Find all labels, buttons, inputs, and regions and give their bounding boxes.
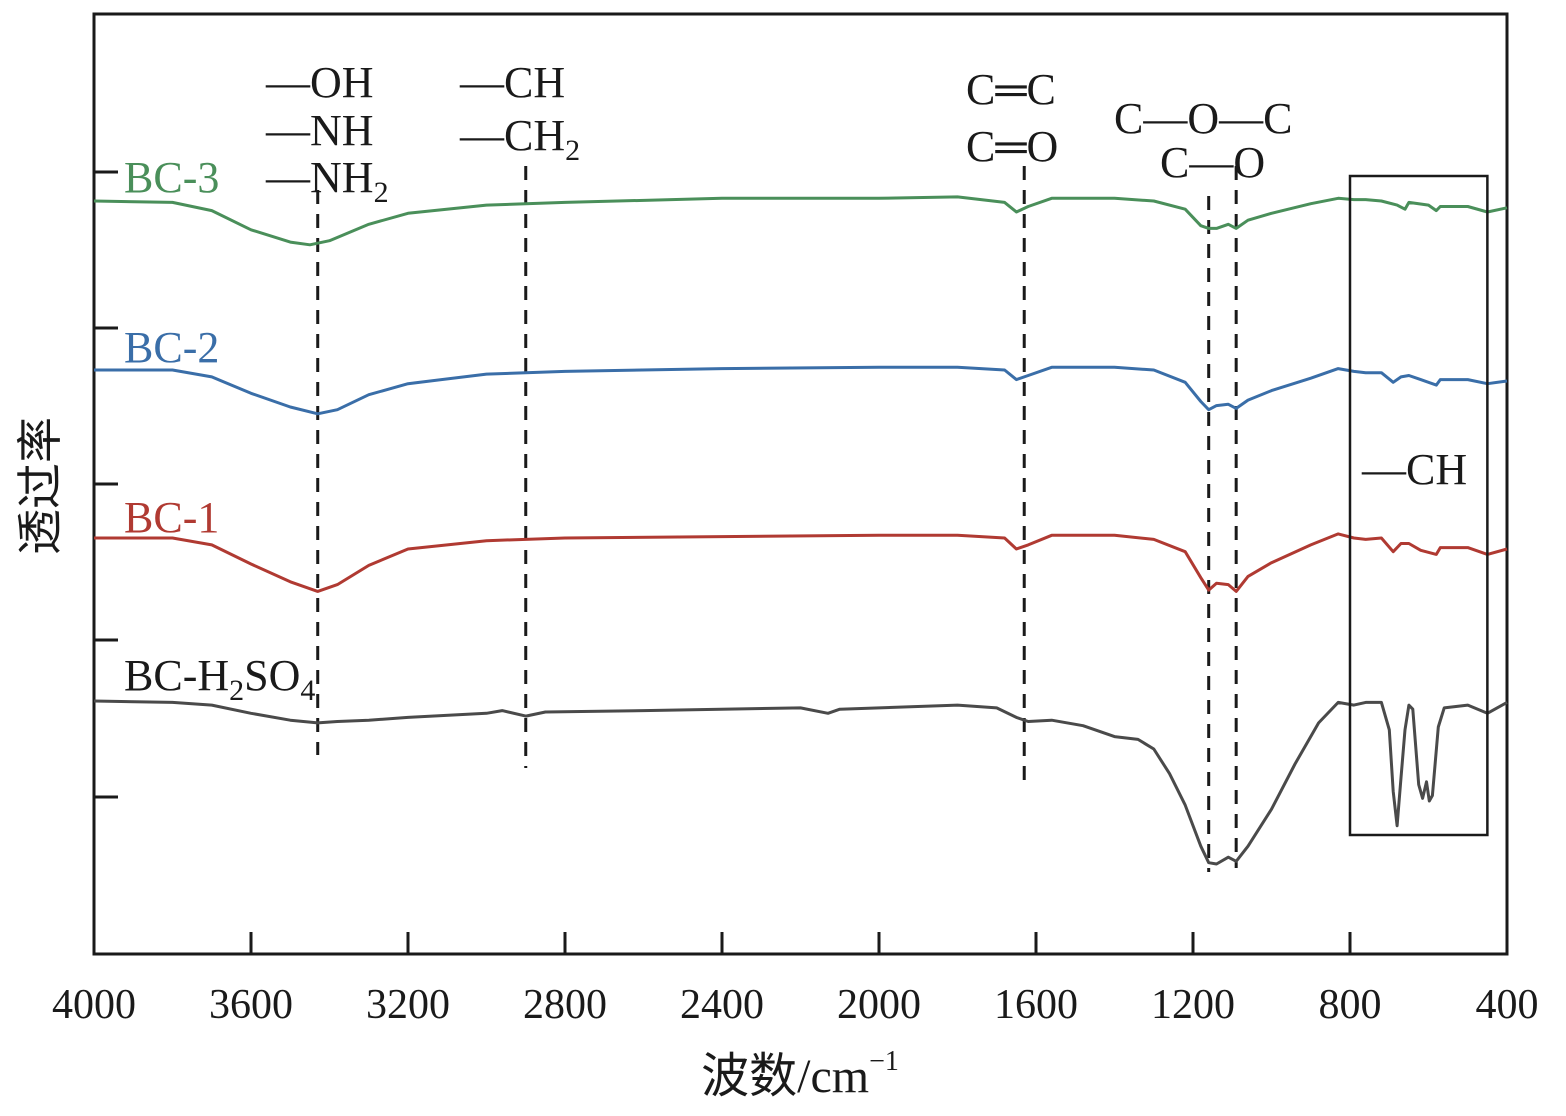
- series-label-bc-3: BC-3: [124, 153, 219, 202]
- x-tick-label: 4000: [52, 982, 136, 1028]
- series-line-bc-2: [94, 365, 1508, 416]
- annotation-ch: —CH: [459, 58, 565, 107]
- annotation-oh: —OH: [265, 58, 374, 107]
- annotation-nh: —NH: [265, 106, 374, 155]
- annotation-c-double-o: C═O: [966, 122, 1058, 171]
- reference-lines: [316, 166, 1238, 872]
- x-axis-label-sup: −1: [869, 1046, 899, 1077]
- annotation-box-ch: —CH: [1361, 445, 1467, 494]
- series-label-bc-1: BC-1: [124, 493, 219, 542]
- annotation-ch2-sub: 2: [565, 134, 580, 167]
- annotation-nh2: —NH2: [265, 153, 389, 209]
- series-label-bc-h2so4: BC-H2SO4: [124, 651, 315, 707]
- series-label-bc-2: BC-2: [124, 323, 219, 372]
- x-tick-label: 800: [1319, 982, 1382, 1028]
- y-axis-label: 透过率: [15, 417, 66, 555]
- x-axis-ticks: 4000 3600 3200 2800 2400 2000 1600 1200 800 400: [52, 932, 1539, 1028]
- series-line-bc-1: [94, 532, 1508, 593]
- annotation-ch2: —CH2: [459, 111, 580, 167]
- x-tick-label: 1200: [1151, 982, 1235, 1028]
- x-tick-label: 3200: [366, 982, 450, 1028]
- series-line-bc-3: [93, 195, 1508, 247]
- annotation-c-o: C—O: [1160, 138, 1265, 187]
- y-axis-ticks: [94, 170, 118, 799]
- annotation-nh2-sub: 2: [374, 176, 389, 209]
- annotation-ch2-main: —CH: [459, 111, 565, 160]
- x-tick-label: 400: [1476, 982, 1539, 1028]
- x-tick-label: 2000: [837, 982, 921, 1028]
- series-lines: [93, 195, 1508, 866]
- x-tick-label: 2400: [680, 982, 764, 1028]
- x-tick-label: 2800: [523, 982, 607, 1028]
- x-axis-label: 波数/cm−1: [701, 1046, 899, 1103]
- annotation-nh2-main: —NH: [265, 153, 374, 202]
- series-label-bc-h2so4-main: BC-H: [124, 651, 229, 700]
- ch-region-box: [1348, 174, 1489, 837]
- series-label-bc-h2so4-sub2: 2: [229, 674, 244, 707]
- x-axis-label-main: 波数/cm: [701, 1050, 869, 1103]
- series-label-bc-h2so4-mid: SO: [244, 651, 300, 700]
- series-line-bc-h2so4: [93, 699, 1508, 866]
- x-tick-label: 3600: [209, 982, 293, 1028]
- annotation-c-o-c: C—O—C: [1114, 94, 1292, 143]
- x-tick-label: 1600: [994, 982, 1078, 1028]
- series-label-bc-h2so4-sub4: 4: [300, 674, 315, 707]
- annotation-c-double-c: C═C: [966, 65, 1056, 114]
